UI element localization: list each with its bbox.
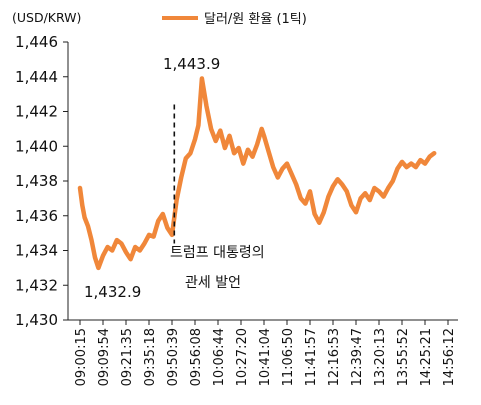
x-tick-label: 14:25:21: [419, 328, 434, 386]
x-axis-ticks: 09:00:15 09:09:54 09:21:35 09:35:18 09:50:39…: [74, 320, 457, 386]
y-tick-label: 1,438: [15, 172, 58, 190]
x-tick-label: 09:09:54: [97, 328, 112, 386]
x-tick-label: 12:39:47: [350, 328, 365, 386]
trough-annotation: 1,432.9: [84, 283, 141, 301]
usdkrw-series-line: [77, 76, 437, 271]
y-tick-label: 1,434: [15, 242, 58, 260]
y-tick-label: 1,442: [15, 103, 58, 121]
x-tick-label: 13:20:13: [373, 328, 388, 386]
peak-annotation: 1,443.9: [163, 55, 220, 73]
x-tick-label: 09:00:15: [74, 328, 89, 386]
x-tick-label: 10:06:44: [212, 328, 227, 386]
event-annotation-line2: 관세 발언: [185, 275, 241, 291]
x-tick-label: 11:06:50: [281, 328, 296, 386]
y-tick-label: 1,436: [15, 207, 58, 225]
x-tick-label: 09:21:35: [120, 328, 135, 386]
x-tick-label: 09:35:18: [143, 328, 158, 386]
legend-label: 달러/원 환율 (1틱): [204, 12, 307, 27]
x-tick-label: 12:16:53: [327, 328, 342, 386]
x-tick-label: 10:27:20: [235, 328, 250, 386]
y-axis-ticks: 1,430 1,432 1,434 1,436 1,438 1,440 1,442 1,444…: [15, 33, 68, 329]
y-tick-label: 1,430: [15, 311, 58, 329]
x-tick-label: 11:41:57: [304, 328, 319, 386]
y-tick-label: 1,446: [15, 33, 58, 51]
y-tick-label: 1,432: [15, 276, 58, 294]
x-tick-label: 09:56:08: [189, 328, 204, 386]
x-tick-label: 10:41:04: [258, 328, 273, 386]
y-unit-label: (USD/KRW): [12, 10, 81, 25]
x-tick-label: 14:56:12: [442, 328, 457, 386]
event-annotation-line1: 트럼프 대통령의: [170, 245, 265, 261]
x-tick-label: 13:55:52: [396, 328, 411, 386]
y-tick-label: 1,444: [15, 68, 58, 86]
y-tick-label: 1,440: [15, 137, 58, 155]
x-tick-label: 09:50:39: [166, 328, 181, 386]
